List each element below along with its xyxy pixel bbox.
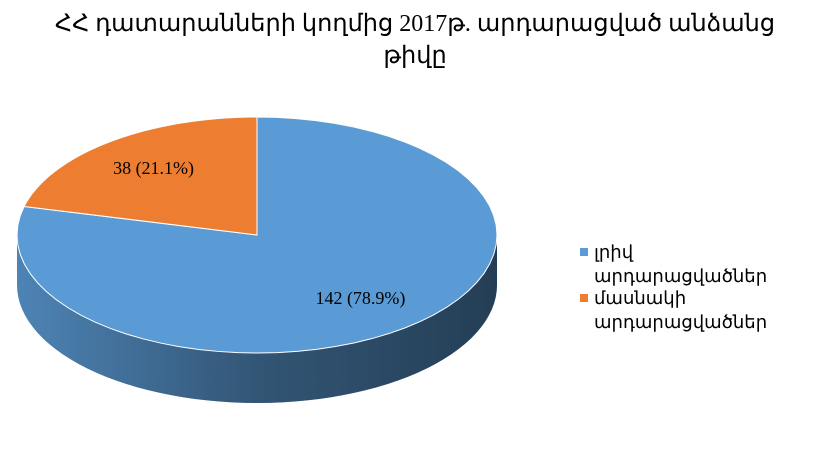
legend-item: լրիվ արդարացվածներ [580, 240, 780, 288]
pie-side-shade [17, 235, 497, 403]
legend-label: լրիվ արդարացվածներ [594, 242, 768, 286]
chart-title: ՀՀ դատարանների կողմից 2017թ. արդարացված … [54, 11, 776, 69]
legend-item: մասնակի արդարացվածներ [580, 286, 780, 334]
data-label: 38 (21.1%) [113, 158, 194, 179]
legend-swatch [580, 294, 588, 302]
legend-swatch [580, 248, 588, 256]
data-label: 142 (78.9%) [315, 288, 405, 309]
pie-slice [23, 116, 258, 236]
legend-label: մասնակի արդարացվածներ [594, 288, 768, 332]
